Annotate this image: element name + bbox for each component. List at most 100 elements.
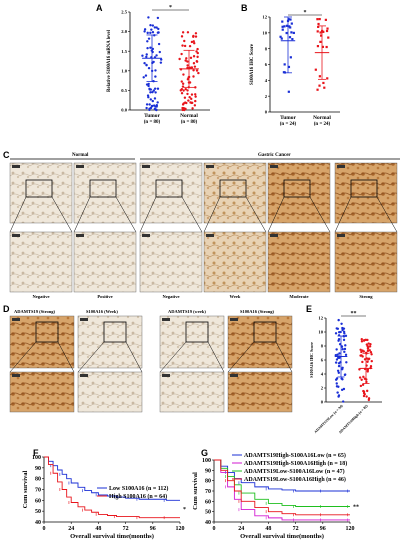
data-point — [362, 389, 365, 393]
data-point — [367, 398, 371, 402]
scale-bar — [12, 234, 20, 237]
scale-bar — [80, 374, 88, 377]
data-point — [287, 18, 290, 21]
data-point — [192, 69, 195, 72]
data-point — [279, 35, 282, 38]
data-point — [367, 342, 370, 345]
zoom-line — [73, 196, 91, 233]
data-point — [359, 354, 362, 357]
data-point — [335, 358, 339, 361]
panel-label-d: D — [3, 304, 10, 314]
data-point — [190, 97, 193, 101]
zoom-line — [181, 196, 203, 233]
data-point — [188, 95, 191, 99]
y-tick-label: 8 — [321, 344, 324, 349]
y-tick-label: 50 — [205, 510, 211, 516]
data-point — [365, 380, 368, 384]
data-point — [362, 394, 366, 398]
data-point — [193, 41, 196, 45]
data-point — [360, 340, 364, 343]
y-tick-label: 80 — [205, 479, 211, 485]
data-point — [143, 28, 147, 31]
data-point — [154, 75, 157, 78]
y-tick-label: 90 — [35, 466, 41, 472]
data-point — [192, 55, 196, 58]
data-point — [184, 59, 187, 62]
data-point — [149, 31, 152, 35]
data-point — [336, 369, 340, 372]
data-point — [147, 96, 150, 99]
data-point — [145, 106, 148, 110]
data-point — [192, 62, 196, 65]
scale-bar — [230, 318, 238, 321]
legend-label: ADAMTS19Low-S100A16Low (n = 47) — [244, 468, 345, 475]
data-point — [186, 60, 189, 63]
data-point — [358, 376, 362, 379]
scale-bar — [230, 374, 238, 377]
data-point — [189, 56, 193, 60]
x-tick-label: 48 — [265, 526, 271, 532]
y-tick-label: 6 — [321, 358, 324, 363]
data-point — [197, 71, 200, 75]
data-point — [149, 106, 153, 110]
data-point — [365, 395, 368, 398]
data-point — [153, 97, 157, 100]
x-tick-label: 72 — [293, 526, 299, 532]
data-point — [335, 348, 338, 351]
category-label: Normal — [313, 115, 331, 121]
x-tick-label: 96 — [320, 526, 326, 532]
data-point — [281, 28, 284, 31]
data-point — [144, 74, 148, 77]
data-point — [186, 89, 189, 92]
data-point — [149, 46, 152, 49]
data-point — [150, 105, 154, 108]
data-point — [288, 36, 292, 39]
data-point — [190, 40, 194, 44]
data-point — [186, 64, 189, 67]
x-axis-label: Overall survival time(months) — [70, 533, 154, 540]
zoom-line — [275, 341, 293, 373]
data-point — [156, 101, 159, 104]
data-point — [337, 364, 341, 368]
data-point — [187, 99, 190, 102]
data-point — [193, 65, 197, 68]
data-point — [292, 31, 295, 35]
survival-curve — [44, 456, 180, 519]
data-point — [322, 81, 325, 85]
zoom-line — [334, 196, 352, 233]
x-tick-label: 72 — [123, 526, 129, 532]
data-point — [180, 92, 184, 95]
y-tick-label: 2.5 — [121, 10, 127, 15]
y-tick-label: 100 — [32, 455, 41, 461]
data-point — [195, 50, 198, 53]
data-point — [338, 352, 341, 355]
y-tick-label: 40 — [35, 520, 41, 526]
data-point — [343, 373, 347, 376]
x-axis-label: Overall survival time(months) — [240, 533, 324, 540]
y-tick-label: 50 — [35, 509, 41, 515]
data-point — [151, 99, 154, 103]
data-point — [158, 50, 161, 54]
micrograph-high-3 — [203, 231, 267, 293]
data-point — [366, 370, 369, 373]
data-point — [192, 75, 195, 78]
scale-bar — [12, 318, 20, 321]
scale-bar — [80, 318, 88, 321]
data-point — [189, 101, 192, 104]
data-point — [194, 35, 198, 38]
data-point — [337, 385, 340, 388]
scale-bar — [142, 234, 150, 237]
data-point — [337, 318, 340, 322]
d-micrograph-high-3 — [227, 371, 293, 413]
zoom-line — [139, 196, 157, 233]
data-point — [181, 82, 185, 85]
data-point — [370, 359, 373, 363]
scale-bar — [76, 165, 84, 168]
data-point — [193, 104, 197, 107]
data-point — [344, 353, 348, 357]
micrograph-low-4 — [267, 162, 331, 224]
y-tick-label: 2 — [265, 94, 268, 99]
data-point — [341, 348, 344, 351]
micrograph-caption: Strong — [359, 294, 373, 299]
